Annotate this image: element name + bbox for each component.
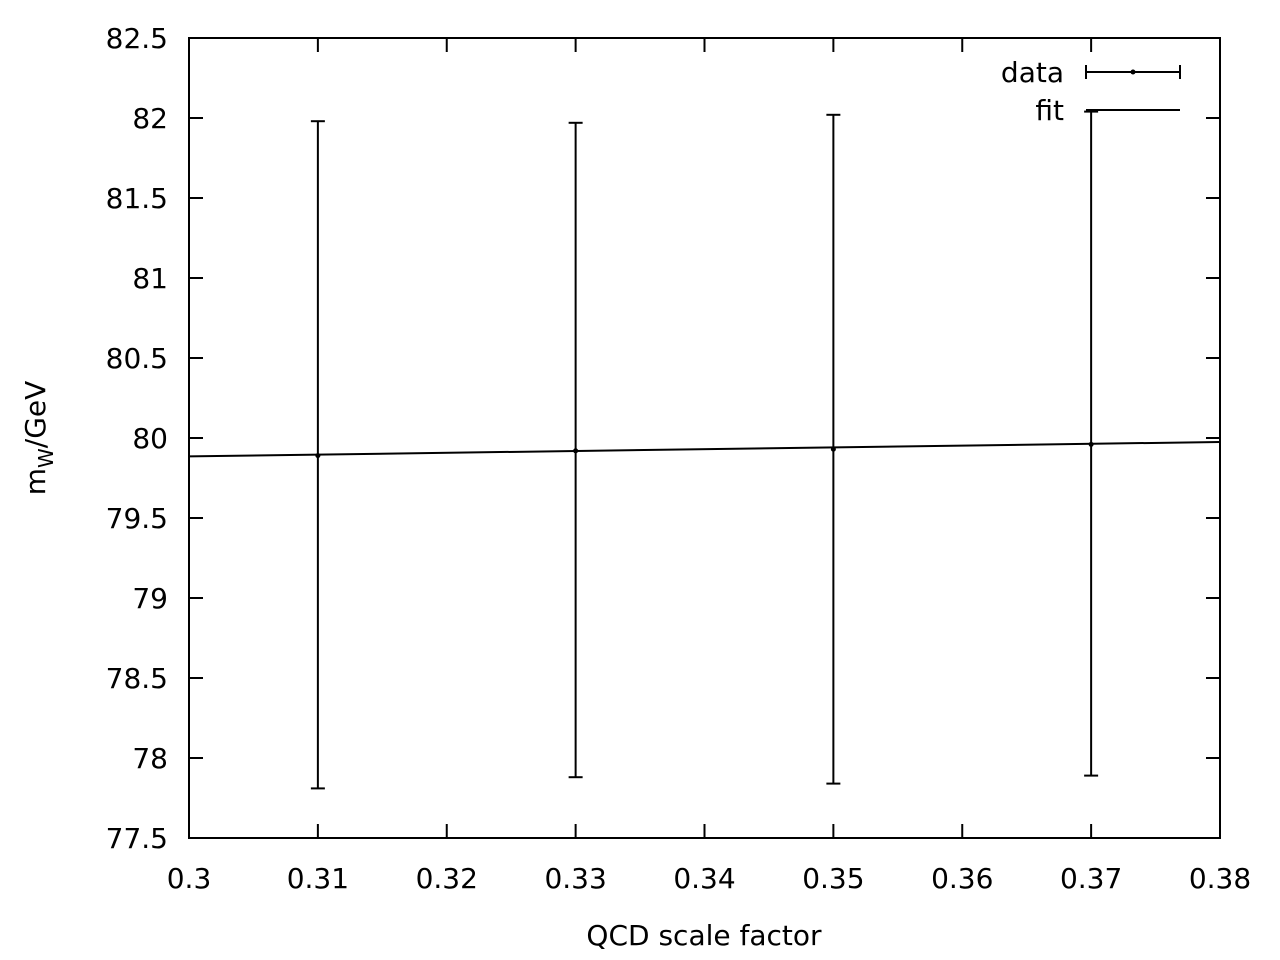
x-axis: 0.3 0.31 0.32 0.33 0.34 0.35 0.36 0.37 0.38 — [167, 38, 1251, 895]
y-tick-label: 82 — [132, 102, 168, 135]
legend-label: data — [1001, 56, 1064, 89]
y-tick-label: 80 — [132, 422, 168, 455]
y-tick-label: 77.5 — [106, 822, 168, 855]
x-tick-label: 0.36 — [931, 862, 993, 895]
legend-label: fit — [1035, 94, 1064, 127]
x-axis-title: QCD scale factor — [586, 919, 822, 952]
y-axis-title-prefix: m — [19, 468, 52, 495]
data-point — [826, 113, 841, 785]
y-tick-label: 78 — [132, 742, 168, 775]
y-tick-label: 78.5 — [106, 662, 168, 695]
x-tick-label: 0.38 — [1189, 862, 1251, 895]
x-tick-label: 0.32 — [416, 862, 478, 895]
x-tick-label: 0.31 — [287, 862, 349, 895]
y-tick-label: 81.5 — [106, 182, 168, 215]
y-axis-title-suffix: /GeV — [19, 381, 52, 449]
y-tick-label: 79 — [132, 582, 168, 615]
plot-frame — [188, 37, 1221, 839]
y-axis: 77.5 78 78.5 79 79.5 80 80.5 81 81.5 82 82.5 — [106, 22, 1220, 855]
y-tick-label: 82.5 — [106, 22, 168, 55]
x-tick-label: 0.33 — [544, 862, 606, 895]
fit-line — [188, 441, 1221, 458]
y-axis-title: mW/GeV — [19, 381, 58, 496]
legend: data fit — [1001, 56, 1181, 127]
x-tick-label: 0.35 — [802, 862, 864, 895]
x-tick-label: 0.34 — [673, 862, 735, 895]
x-tick-label: 0.3 — [167, 862, 212, 895]
series-layer — [188, 110, 1221, 790]
y-tick-label: 79.5 — [106, 502, 168, 535]
legend-sample-marker — [1130, 69, 1136, 75]
x-tick-label: 0.37 — [1060, 862, 1122, 895]
y-tick-label: 81 — [132, 262, 168, 295]
y-tick-label: 80.5 — [106, 342, 168, 375]
y-axis-title-subscript: W — [34, 448, 58, 468]
